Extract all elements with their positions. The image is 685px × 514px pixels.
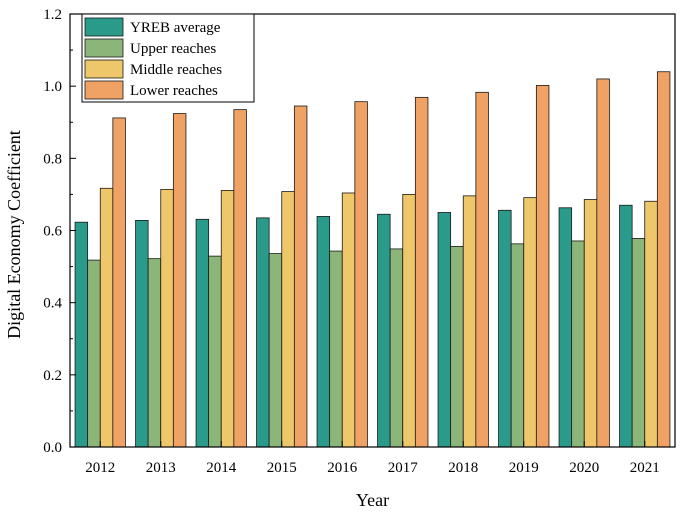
bar-lower-reaches-2021: [656, 71, 671, 448]
bar-upper-reaches-2013: [147, 258, 162, 448]
bar-middle-reaches-2014: [220, 190, 235, 448]
x-tick-label: 2012: [85, 460, 115, 476]
bar-middle-reaches-2012: [99, 187, 114, 448]
bar-yreb-average-2013: [135, 219, 149, 448]
x-tick-label: 2015: [267, 460, 297, 476]
bar-lower-reaches-2018: [475, 91, 489, 448]
legend-label: Middle reaches: [130, 62, 222, 78]
bar-upper-reaches-2021: [631, 238, 646, 448]
x-axis-title: Year: [356, 490, 389, 510]
bar-upper-reaches-2017: [389, 248, 404, 448]
bar-lower-reaches-2016: [354, 101, 368, 448]
bar-lower-reaches-2012: [112, 117, 126, 448]
x-tick-label: 2020: [569, 460, 599, 476]
bar-middle-reaches-2020: [583, 199, 598, 448]
axes-layer: 0.0 0.2 0.4 0.6 0.8 1.0 1.2 2012 2013 2014 2015 201…: [43, 7, 660, 476]
x-tick-label: 2016: [327, 460, 358, 476]
bar-yreb-average-2019: [498, 209, 512, 448]
bar-middle-reaches-2013: [160, 188, 174, 448]
bar-lower-reaches-2020: [596, 78, 610, 448]
bar-upper-reaches-2015: [268, 253, 283, 448]
bar-middle-reaches-2019: [523, 197, 537, 448]
bar-yreb-average-2014: [195, 218, 210, 448]
legend-swatch-lower-reaches: [84, 80, 124, 100]
bar-yreb-average-2016: [316, 216, 331, 448]
bar-yreb-average-2017: [377, 213, 391, 448]
bar-middle-reaches-2016: [341, 192, 356, 448]
bar-yreb-average-2015: [256, 217, 270, 448]
bar-yreb-average-2018: [437, 212, 452, 448]
bar-upper-reaches-2016: [329, 250, 343, 448]
legend: YREB average Upper reaches Middle reaches L…: [81, 13, 255, 103]
bar-middle-reaches-2018: [462, 195, 477, 448]
y-tick-label: 0.0: [43, 440, 62, 456]
y-tick-label: 0.2: [43, 368, 62, 384]
bar-upper-reaches-2019: [510, 243, 525, 448]
y-axis-title: Digital Economy Coefficient: [4, 130, 24, 339]
bar-lower-reaches-2019: [535, 85, 550, 448]
bar-lower-reaches-2015: [293, 105, 308, 448]
x-tick-label: 2013: [146, 460, 176, 476]
x-tick-label: 2018: [448, 460, 478, 476]
legend-swatch-upper-reaches: [84, 38, 124, 58]
legend-label: Lower reaches: [130, 83, 218, 99]
x-tick-label: 2021: [630, 460, 660, 476]
bar-yreb-average-2021: [619, 204, 633, 448]
bar-middle-reaches-2015: [281, 191, 295, 448]
bar-upper-reaches-2018: [450, 245, 464, 448]
bar-middle-reaches-2021: [644, 200, 658, 448]
bar-yreb-average-2020: [558, 207, 573, 448]
bar-lower-reaches-2017: [414, 96, 429, 448]
bar-lower-reaches-2013: [172, 113, 187, 448]
x-tick-label: 2017: [388, 460, 419, 476]
bar-upper-reaches-2014: [208, 255, 222, 448]
y-tick-label: 0.6: [43, 224, 62, 240]
legend-label: YREB average: [130, 20, 221, 36]
x-tick-label: 2019: [509, 460, 539, 476]
y-tick-label: 0.8: [43, 151, 62, 167]
bar-middle-reaches-2017: [402, 194, 416, 448]
bar-upper-reaches-2020: [571, 240, 585, 448]
bar-lower-reaches-2014: [233, 109, 247, 448]
y-tick-label: 0.4: [43, 296, 62, 312]
y-tick-label: 1.0: [43, 79, 62, 95]
bar-upper-reaches-2012: [87, 259, 101, 448]
legend-swatch-yreb-average: [84, 17, 124, 37]
legend-swatch-middle-reaches: [84, 59, 124, 79]
bars-layer: [74, 71, 671, 448]
legend-label: Upper reaches: [130, 41, 216, 57]
x-tick-label: 2014: [206, 460, 237, 476]
y-tick-label: 1.2: [43, 7, 62, 23]
bar-yreb-average-2012: [74, 221, 89, 448]
